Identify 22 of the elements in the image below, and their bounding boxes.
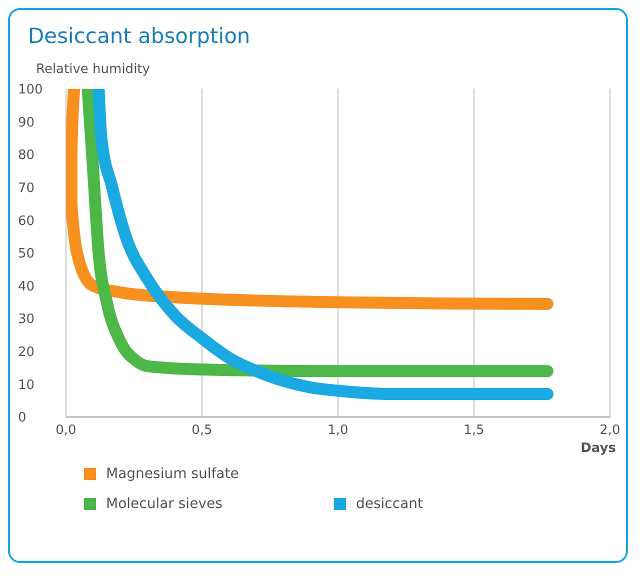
y-tick-label: 100 [18, 82, 43, 98]
legend-label: Molecular sieves [106, 496, 222, 512]
y-tick-label: 60 [18, 214, 35, 229]
legend-label: Magnesium sulfate [106, 466, 239, 482]
x-tick-label: 1,5 [464, 423, 484, 438]
y-tick-label: 10 [18, 378, 35, 393]
x-tick-label: 0,5 [192, 423, 212, 438]
x-tick-label: 1,0 [328, 423, 348, 438]
y-tick-label: 20 [18, 345, 35, 360]
y-tick-label: 40 [18, 279, 35, 294]
y-tick-label: 70 [18, 181, 35, 196]
y-tick-label: 30 [18, 312, 35, 328]
y-axis-title: Relative humidity [35, 61, 151, 77]
y-tick-label: 90 [18, 115, 35, 130]
legend-label: desiccant [356, 496, 424, 512]
y-tick-label: 50 [18, 246, 35, 262]
y-tick-label: 0 [18, 410, 26, 426]
x-axis-title: Days [580, 441, 617, 456]
chart-title: Desiccant absorption [27, 23, 252, 48]
x-tick-label: 2,0 [600, 423, 620, 438]
y-tick-label: 80 [18, 148, 35, 164]
x-tick-label: 0,0 [56, 423, 76, 438]
